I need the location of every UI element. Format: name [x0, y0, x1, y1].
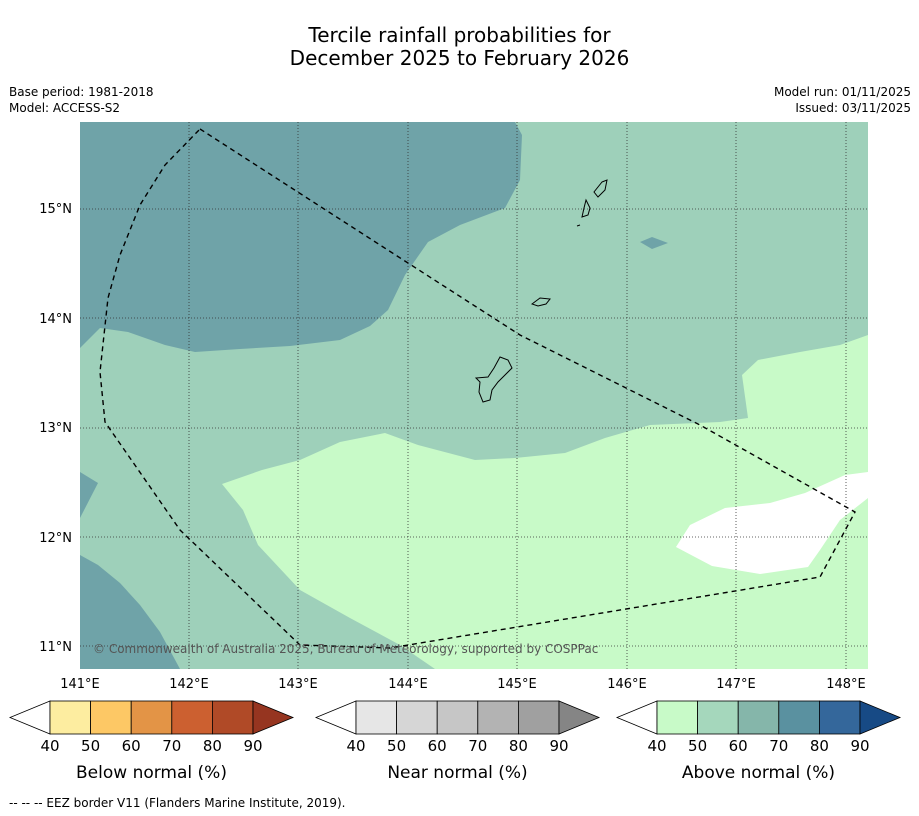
colorbar-tick-label: 40: [647, 737, 666, 755]
lat-label-12n: 12°N: [39, 531, 72, 546]
guam-outline: [474, 356, 513, 403]
region-above-70-southwest: [80, 555, 180, 669]
colorbar-segment: [90, 700, 132, 735]
colorbar-segment: [778, 700, 820, 735]
colorbar-title: Above normal (%): [682, 763, 835, 783]
colorbar-tick-label: 80: [203, 737, 222, 755]
colorbar-tick-label: 80: [509, 737, 528, 755]
lon-label-142e: 142°E: [169, 677, 209, 692]
colorbar-extend-low: [8, 700, 51, 735]
colorbar-tick-label: 90: [549, 737, 568, 755]
tinian-outline: [593, 179, 608, 198]
colorbar-tick-label: 90: [243, 737, 262, 755]
issued-label: Issued: 03/11/2025: [795, 101, 911, 115]
colorbar-tick-label: 40: [346, 737, 365, 755]
copyright-notice: © Commonwealth of Australia 2025, Bureau…: [93, 642, 598, 656]
colorbar-tick-label: 90: [850, 737, 869, 755]
colorbar-segment: [656, 700, 698, 735]
colorbar-tick-label: 50: [387, 737, 406, 755]
colorbar-below-normal: 40 50 60 70 80 90 Below normal (%): [8, 700, 295, 783]
eez-border: [99, 128, 856, 649]
colorbar-extend-low: [314, 700, 357, 735]
lat-label-14n: 14°N: [39, 312, 72, 327]
chart-title-line1: Tercile rainfall probabilities for: [308, 23, 611, 47]
gridlines: [80, 122, 868, 669]
aguijan-outline: [576, 224, 581, 227]
colorbar-tick-label: 40: [40, 737, 59, 755]
region-white-east: [676, 472, 868, 574]
lon-label-141e: 141°E: [60, 677, 100, 692]
region-above-70-west-edge: [80, 472, 98, 518]
lon-label-146e: 146°E: [607, 677, 647, 692]
colorbar-tick-label: 60: [729, 737, 748, 755]
colorbar-segment: [436, 700, 479, 735]
colorbar-segment: [518, 700, 560, 735]
region-above-70-northwest: [80, 122, 522, 352]
colorbar-tick-label: 60: [122, 737, 141, 755]
colorbar-above-normal: 40 50 60 70 80 90 Above normal (%): [615, 700, 902, 783]
model-run-label: Model run: 01/11/2025: [773, 85, 911, 99]
colorbar-segment: [737, 700, 780, 735]
colorbar-extend-high: [859, 700, 902, 735]
model-label: Model: ACCESS-S2: [9, 101, 121, 115]
lat-label-13n: 13°N: [39, 421, 72, 436]
colorbar-segment: [130, 700, 173, 735]
colorbar-tick-label: 60: [428, 737, 447, 755]
lat-label-11n: 11°N: [39, 640, 72, 655]
colorbar-segment: [171, 700, 213, 735]
colorbar-segment: [396, 700, 438, 735]
colorbar-segment: [819, 700, 861, 735]
rota-outline: [530, 297, 551, 307]
colorbar-segment: [211, 700, 254, 735]
region-above-70-blob: [640, 237, 668, 249]
colorbar-extend-low: [615, 700, 658, 735]
eez-footnote: -- -- -- EEZ border V11 (Flanders Marine…: [9, 796, 346, 810]
colorbar-segment: [697, 700, 739, 735]
base-period-label: Base period: 1981-2018: [9, 85, 154, 99]
region-above-50-south: [222, 335, 868, 669]
probability-map: © Commonwealth of Australia 2025, Bureau…: [80, 122, 868, 669]
island-outlines: [474, 179, 608, 403]
colorbar-extend-high: [252, 700, 295, 735]
lat-label-15n: 15°N: [39, 202, 72, 217]
lon-label-148e: 148°E: [826, 677, 866, 692]
colorbar-tick-label: 50: [81, 737, 100, 755]
colorbar-segment: [355, 700, 397, 735]
lon-label-143e: 143°E: [278, 677, 318, 692]
colorbar-tick-label: 70: [162, 737, 181, 755]
saipan-outline: [581, 198, 591, 218]
colorbar-extend-high: [558, 700, 601, 735]
colorbar-tick-label: 70: [468, 737, 487, 755]
colorbar-tick-label: 70: [769, 737, 788, 755]
colorbar-title: Below normal (%): [76, 763, 227, 783]
colorbar-segment: [477, 700, 519, 735]
lon-label-147e: 147°E: [716, 677, 756, 692]
latitude-labels: 15°N 14°N 13°N 12°N 11°N: [39, 202, 72, 655]
chart-title-line2: December 2025 to February 2026: [289, 46, 630, 70]
colorbar-near-normal: 40 50 60 70 80 90 Near normal (%): [314, 700, 601, 783]
colorbar-title: Near normal (%): [387, 763, 527, 783]
colorbar-tick-label: 80: [810, 737, 829, 755]
colorbar-tick-label: 50: [688, 737, 707, 755]
lon-label-145e: 145°E: [497, 677, 537, 692]
lon-label-144e: 144°E: [388, 677, 428, 692]
longitude-labels: 141°E 142°E 143°E 144°E 145°E 146°E 147°…: [60, 677, 866, 692]
colorbar-segment: [49, 700, 91, 735]
